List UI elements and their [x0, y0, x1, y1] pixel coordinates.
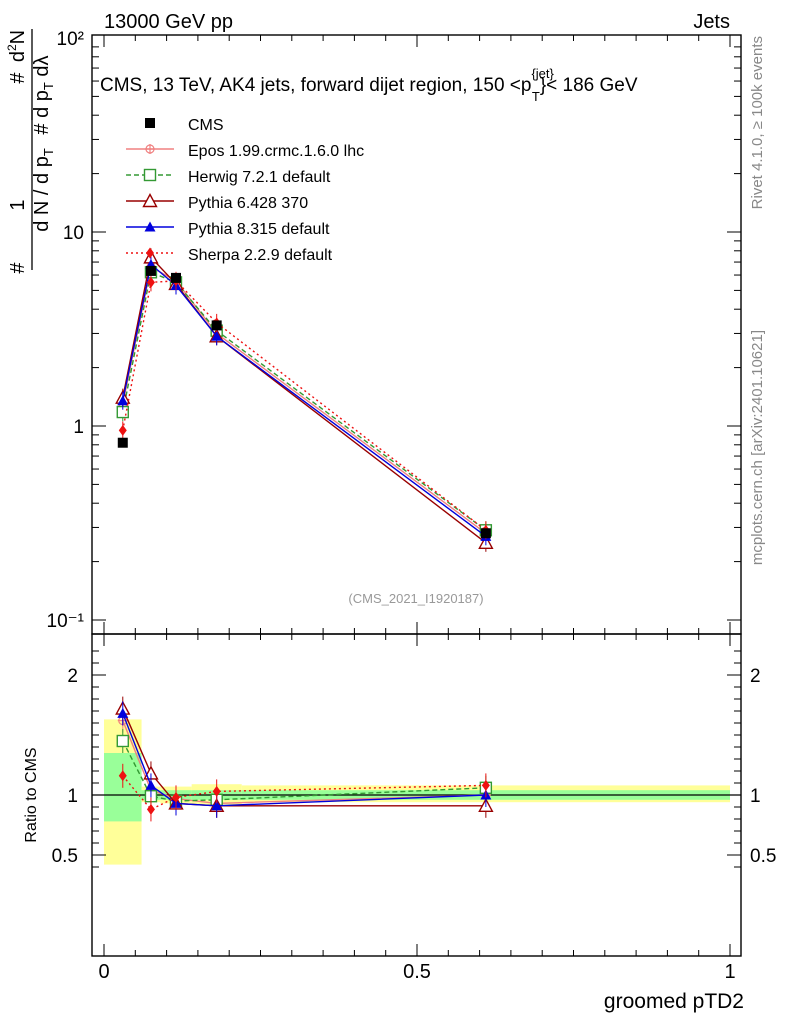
svg-text:d2N: d2N — [5, 30, 29, 62]
y-tick-label-main: 10² — [57, 29, 84, 50]
y-tick-label-main: 10⁻¹ — [47, 611, 85, 632]
series-ratio-point — [146, 803, 155, 815]
series-line-main — [122, 265, 487, 534]
x-tick-label: 0 — [98, 961, 109, 983]
category-label: Jets — [693, 11, 730, 33]
series-ratio-point — [116, 734, 129, 748]
rivet-label: Rivet 4.1.0, ≥ 100k events — [749, 36, 766, 209]
cms-point — [170, 272, 181, 283]
series-line-main — [122, 255, 487, 544]
cms-point — [480, 528, 491, 539]
series-ratio-point — [212, 785, 221, 797]
series-ratio-point — [211, 800, 223, 811]
y-tick-label-ratio-right: 0.5 — [750, 846, 776, 867]
series-point — [211, 330, 223, 341]
y-tick-label-ratio: 0.5 — [52, 846, 78, 867]
series-ratio-point — [171, 791, 180, 803]
x-tick-label: 0.5 — [403, 961, 431, 983]
analysis-tag: (CMS_2021_I1920187) — [348, 591, 483, 606]
ratio-axis-label: Ratio to CMS — [23, 747, 40, 842]
svg-text:#: # — [7, 72, 29, 84]
x-tick-label: 1 — [724, 961, 735, 983]
legend-marker — [142, 193, 158, 208]
series-ratio-point — [481, 779, 490, 791]
cms-point — [145, 265, 156, 276]
y-tick-label-main: 1 — [73, 417, 84, 438]
chart-title: CMS, 13 TeV, AK4 jets, forward dijet reg… — [100, 66, 638, 104]
series-ratio-point — [145, 779, 157, 790]
series-point — [118, 424, 127, 436]
mcplots-label: mcplots.cern.ch [arXiv:2401.10621] — [749, 330, 766, 565]
legend-label: Herwig 7.2.1 default — [188, 169, 331, 186]
y-tick-label-ratio-right: 2 — [750, 666, 761, 687]
cms-point — [117, 437, 128, 448]
series-ratio-point — [117, 707, 129, 718]
legend-label: Sherpa 2.2.9 default — [188, 247, 333, 264]
series-point — [117, 395, 129, 406]
svg-text:d N / d pT: d N / d pT — [31, 148, 56, 232]
y-axis-label-main: # 1 d N / d pT # d2N # d pT dλ — [5, 29, 56, 274]
energy-label: 13000 GeV pp — [104, 11, 233, 33]
legend-marker — [144, 221, 156, 232]
legend-label: Pythia 6.428 370 — [188, 195, 308, 212]
series-line-main — [122, 263, 487, 537]
y-tick-label-main: 10 — [63, 223, 84, 244]
legend-label: Epos 1.99.crmc.1.6.0 lhc — [188, 143, 364, 160]
series-point — [146, 276, 155, 288]
y-tick-label-ratio: 2 — [67, 666, 78, 687]
legend-marker — [145, 144, 155, 154]
legend-marker — [146, 247, 154, 259]
svg-text:#: # — [7, 262, 29, 274]
svg-text:# d pT dλ: # d pT dλ — [31, 55, 56, 134]
x-axis-label: groomed pTD2 — [604, 990, 744, 1013]
svg-text:1: 1 — [7, 199, 29, 210]
series-ratio-point — [118, 770, 127, 782]
series-line-ratio — [122, 740, 486, 802]
legend-label: Pythia 8.315 default — [188, 221, 330, 238]
cms-point — [211, 320, 222, 331]
y-tick-label-ratio: 1 — [67, 786, 78, 807]
legend-label-cms: CMS — [188, 117, 224, 134]
y-tick-label-ratio-right: 1 — [750, 786, 761, 807]
legend-marker — [143, 168, 157, 182]
legend-marker-cms — [145, 118, 155, 128]
